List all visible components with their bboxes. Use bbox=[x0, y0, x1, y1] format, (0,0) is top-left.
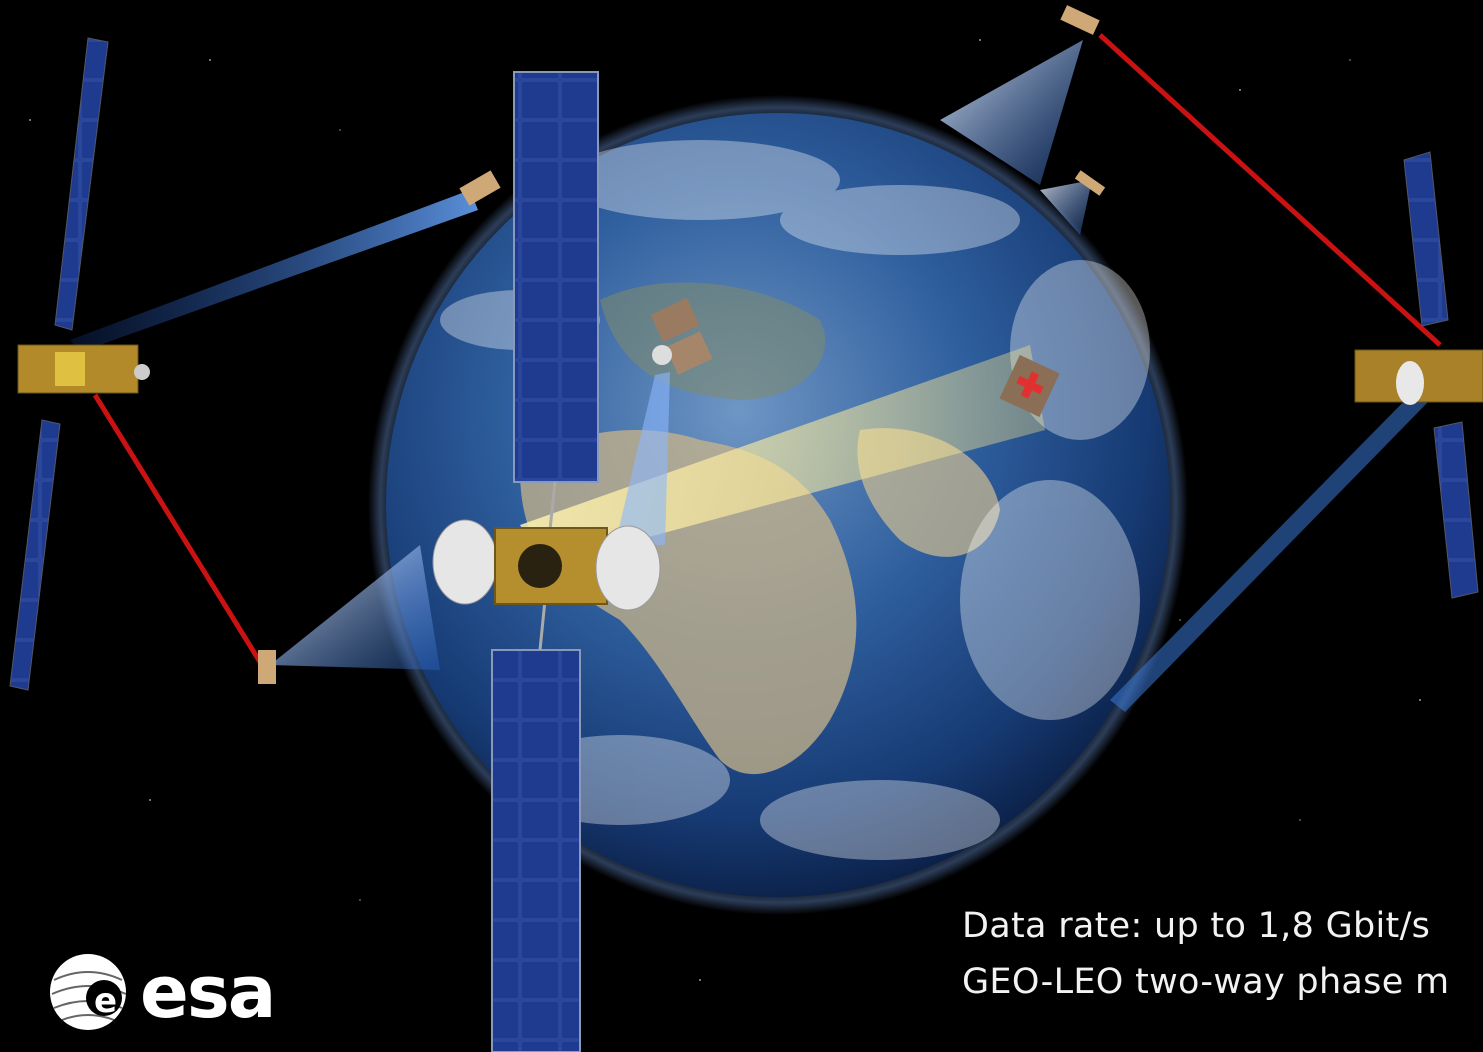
leo-satellite-b bbox=[258, 650, 276, 684]
leo-satellite-c bbox=[1060, 5, 1100, 35]
stars bbox=[29, 39, 1421, 981]
leo-satellites bbox=[258, 5, 1106, 684]
blue-downlink-beam bbox=[615, 372, 670, 545]
laser-link-right bbox=[1098, 33, 1442, 347]
optical-beams bbox=[70, 40, 1430, 712]
europe-landmass bbox=[600, 282, 826, 400]
caption-data-rate: Data rate: up to 1,8 Gbit/s bbox=[962, 906, 1431, 946]
geo-satellite-left bbox=[9, 37, 150, 691]
blue-beam-left-top bbox=[70, 190, 478, 352]
esa-logo: e esa bbox=[48, 950, 288, 1040]
esa-globe-icon: e bbox=[50, 954, 127, 1030]
esa-logo-text: esa bbox=[140, 950, 276, 1034]
beam-cone-right bbox=[1040, 180, 1092, 235]
caption-ranging: GEO-LEO two-way phase m bbox=[962, 962, 1450, 1002]
beam-cone-left bbox=[270, 545, 440, 670]
drones bbox=[650, 297, 1060, 417]
leo-satellite-d bbox=[1074, 170, 1106, 196]
laser-link-left bbox=[92, 393, 268, 672]
beam-cone-top bbox=[940, 40, 1083, 185]
svg-text:e: e bbox=[94, 981, 117, 1021]
laser-links bbox=[92, 33, 1442, 672]
solar-panel-top bbox=[513, 71, 599, 483]
solar-panel-bottom bbox=[491, 649, 581, 1052]
medical-box bbox=[999, 354, 1060, 417]
geo-satellite-right bbox=[1354, 151, 1483, 599]
leo-satellite-a bbox=[459, 170, 501, 206]
blue-beam-right-bottom bbox=[1110, 385, 1430, 712]
edrs-satellite-central bbox=[432, 71, 661, 1052]
